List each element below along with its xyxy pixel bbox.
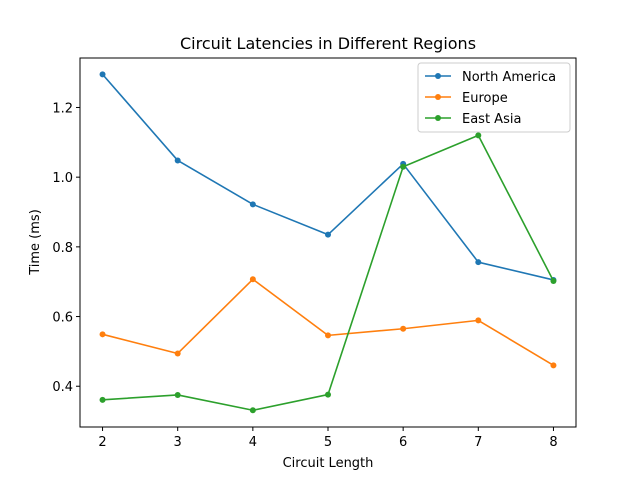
data-point-europe xyxy=(249,276,256,283)
y-tick-label: 1.0 xyxy=(52,171,73,186)
y-tick-label: 0.6 xyxy=(52,311,73,326)
y-tick-label: 1.2 xyxy=(52,101,73,116)
data-point-europe xyxy=(99,331,106,338)
legend-entry: East Asia xyxy=(462,112,521,127)
data-point-east-asia xyxy=(475,132,482,139)
data-point-north-america xyxy=(174,157,181,164)
legend-marker xyxy=(435,115,441,121)
x-tick-label: 6 xyxy=(399,435,407,450)
y-tick-label: 0.4 xyxy=(52,380,73,395)
x-axis: 2 3 4 5 6 7 8 xyxy=(98,427,558,450)
series-line-europe xyxy=(102,278,554,367)
y-tick-label: 0.8 xyxy=(52,241,73,256)
data-point-europe xyxy=(400,325,407,332)
legend-entry: North America xyxy=(462,70,556,85)
data-point-north-america xyxy=(475,259,482,266)
data-point-europe xyxy=(550,362,557,369)
y-axis-label: Time (ms) xyxy=(28,209,43,276)
x-tick-label: 3 xyxy=(174,435,182,450)
x-tick-label: 7 xyxy=(474,435,482,450)
y-axis: 0.4 0.6 0.8 1.0 1.2 xyxy=(52,101,80,395)
data-point-east-asia xyxy=(99,396,106,403)
x-tick-label: 5 xyxy=(324,435,332,450)
legend-box xyxy=(417,62,571,133)
series-line-east-asia xyxy=(102,134,555,412)
legend-entry: Europe xyxy=(462,91,508,106)
x-tick-label: 8 xyxy=(549,435,557,450)
data-point-north-america xyxy=(325,231,331,238)
data-point-east-asia xyxy=(400,163,407,170)
data-point-europe xyxy=(174,350,181,357)
data-point-europe xyxy=(325,332,331,339)
data-point-east-asia xyxy=(550,278,557,285)
x-tick-label: 2 xyxy=(98,435,106,450)
data-point-east-asia xyxy=(249,407,256,414)
chart-title: Circuit Latencies in Different Regions xyxy=(180,34,476,53)
x-tick-label: 4 xyxy=(249,435,257,450)
data-point-east-asia xyxy=(325,391,331,398)
data-point-europe xyxy=(475,317,482,324)
series-layer xyxy=(99,71,557,414)
data-point-north-america xyxy=(99,71,106,78)
data-point-east-asia xyxy=(174,391,181,398)
x-axis-label: Circuit Length xyxy=(283,456,374,471)
legend-marker xyxy=(435,73,441,79)
data-point-north-america xyxy=(249,201,256,208)
legend: North America Europe East Asia xyxy=(417,62,571,133)
legend-marker xyxy=(435,94,441,100)
